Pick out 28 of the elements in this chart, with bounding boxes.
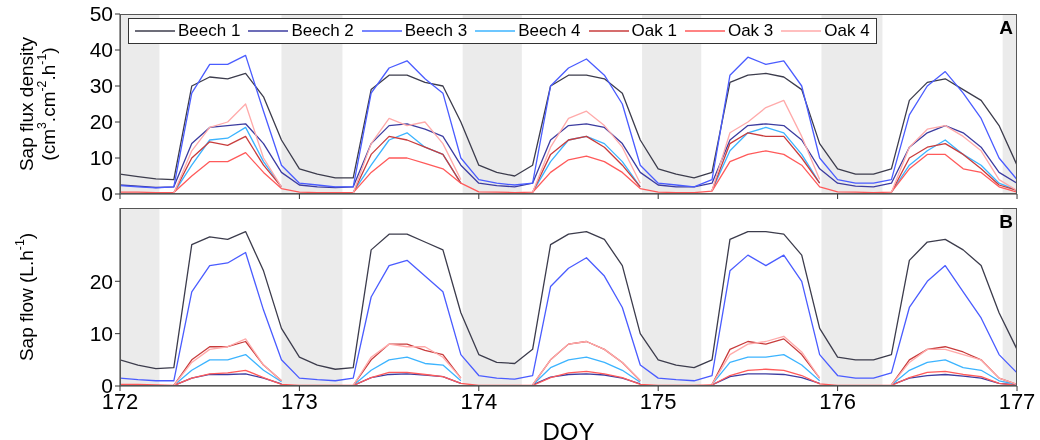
y-tick-label: 20 [89, 269, 113, 293]
legend-label: Beech 2 [291, 21, 354, 41]
line-series [120, 123, 1017, 189]
x-tick-label: 175 [639, 388, 677, 414]
x-tick-label: 176 [819, 388, 856, 414]
y-tick-label: 50 [89, 2, 113, 26]
line-series [120, 230, 1017, 370]
legend-label: Beech 3 [404, 21, 468, 41]
legend-label: Beech 4 [518, 21, 581, 41]
x-tick-label: 177 [998, 388, 1036, 414]
line-series [120, 54, 1017, 189]
y-tick-label: 0 [101, 182, 113, 206]
y-tick-label: 40 [89, 38, 113, 62]
annotation: B [999, 211, 1013, 233]
x-axis-title: DOY [542, 418, 595, 440]
y-tick-label: 10 [89, 322, 113, 346]
line-series [120, 251, 1017, 382]
annotation: A [999, 17, 1013, 39]
legend-label: Oak 1 [631, 21, 677, 41]
x-tick-label: 173 [281, 388, 318, 414]
y-tick-label: 20 [89, 110, 113, 134]
y-tick-label: 10 [89, 146, 113, 170]
y-tick-label: 30 [89, 74, 113, 98]
legend-label: Oak 4 [824, 21, 870, 41]
legend-label: Beech 1 [178, 21, 241, 41]
x-tick-label: 174 [460, 388, 498, 414]
legend-label: Oak 3 [727, 21, 774, 41]
line-series [120, 72, 1017, 181]
